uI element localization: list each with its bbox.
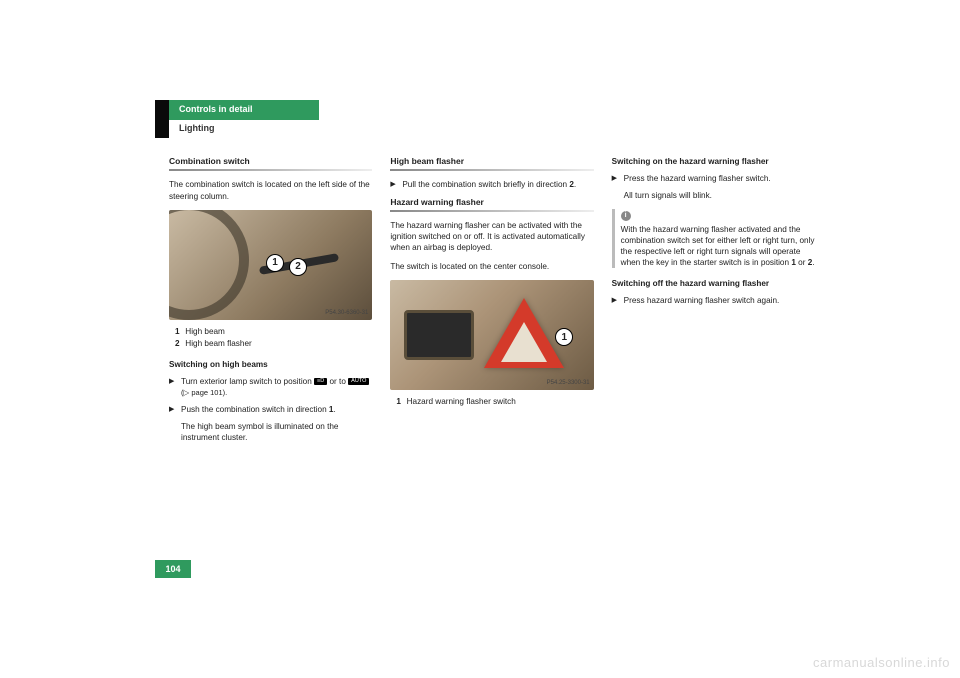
step-text-part: Pull the combination switch briefly in d… [402, 180, 569, 189]
step-text: Push the combination switch in direction… [181, 404, 372, 415]
result-note: All turn signals will blink. [612, 190, 815, 201]
combination-switch-figure: 1 2 P54.30-6360-31 [169, 210, 372, 320]
triangle-bullet-icon: ▶ [612, 173, 624, 184]
figure-captions: 1 Hazard warning flasher switch [390, 396, 593, 407]
page-reference: (▷ page 101). [181, 388, 227, 397]
step-text: Pull the combination switch briefly in d… [402, 179, 593, 190]
section-heading: High beam flasher [390, 156, 593, 167]
caption-text: High beam flasher [185, 339, 251, 348]
step-text-part: Push the combination switch in direction [181, 405, 329, 414]
caption-row: 1 High beam [175, 326, 372, 337]
info-text-part: . [812, 258, 814, 267]
result-note: The high beam symbol is illuminated on t… [169, 421, 372, 443]
step-item: ▶ Push the combination switch in directi… [169, 404, 372, 415]
step-text: Press the hazard warning flasher switch. [624, 173, 815, 184]
step-item: ▶ Pull the combination switch briefly in… [390, 179, 593, 190]
info-text: With the hazard warning flasher activate… [621, 224, 815, 268]
figure-callout-1: 1 [555, 328, 573, 346]
subheading: Switching on the hazard warning flasher [612, 156, 815, 167]
headlamp-icon: ≡D [314, 378, 327, 386]
manual-page: Controls in detail Lighting Combination … [155, 100, 815, 451]
steering-wheel-graphic [169, 210, 249, 320]
column-1: Combination switch The combination switc… [169, 156, 372, 451]
figure-callout-2: 2 [289, 258, 307, 276]
hazard-triangle-inner [501, 322, 547, 362]
header-tab-row: Controls in detail [155, 100, 815, 120]
header-marker [155, 100, 169, 120]
content-columns: Combination switch The combination switc… [155, 156, 815, 451]
triangle-bullet-icon: ▶ [169, 376, 181, 398]
step-item: ▶ Press the hazard warning flasher switc… [612, 173, 815, 184]
figure-ref: P54.30-6360-31 [325, 309, 368, 317]
body-text: The hazard warning flasher can be activa… [390, 220, 593, 253]
step-text-part: Turn exterior lamp switch to position [181, 377, 314, 386]
section-heading: Combination switch [169, 156, 372, 167]
figure-ref: P54.25-3300-31 [547, 379, 590, 387]
step-text-part: . [574, 180, 576, 189]
step-text: Turn exterior lamp switch to position ≡D… [181, 376, 372, 398]
step-item: ▶ Press hazard warning flasher switch ag… [612, 295, 815, 306]
caption-num: 2 [175, 338, 183, 349]
info-icon: i [621, 211, 631, 221]
subheading: Switching on high beams [169, 359, 372, 370]
column-3: Switching on the hazard warning flasher … [612, 156, 815, 451]
caption-num: 1 [175, 326, 183, 337]
heading-rule [390, 169, 593, 171]
caption-num: 1 [396, 396, 404, 407]
caption-text: Hazard warning flasher switch [407, 397, 516, 406]
column-2: High beam flasher ▶ Pull the combination… [390, 156, 593, 451]
page-number: 104 [155, 560, 191, 578]
section-heading: Hazard warning flasher [390, 197, 593, 208]
info-text-part: With the hazard warning flasher activate… [621, 225, 815, 267]
info-note: i With the hazard warning flasher activa… [612, 209, 815, 268]
body-text: The switch is located on the center cons… [390, 261, 593, 272]
heading-rule [390, 210, 593, 212]
caption-text: High beam [185, 327, 225, 336]
heading-rule [169, 169, 372, 171]
info-text-part: or [796, 258, 808, 267]
subtitle-row: Lighting [155, 120, 815, 138]
console-graphic [404, 310, 474, 360]
chapter-title: Controls in detail [169, 100, 319, 120]
step-item: ▶ Turn exterior lamp switch to position … [169, 376, 372, 398]
auto-icon: AUTO [348, 378, 369, 386]
triangle-bullet-icon: ▶ [169, 404, 181, 415]
hazard-flasher-figure: 1 P54.25-3300-31 [390, 280, 593, 390]
step-text: Press hazard warning flasher switch agai… [624, 295, 815, 306]
figure-captions: 1 High beam 2 High beam flasher [169, 326, 372, 349]
triangle-bullet-icon: ▶ [390, 179, 402, 190]
watermark: carmanualsonline.info [813, 655, 950, 670]
intro-text: The combination switch is located on the… [169, 179, 372, 201]
caption-row: 2 High beam flasher [175, 338, 372, 349]
section-title: Lighting [169, 120, 225, 138]
subheading: Switching off the hazard warning flasher [612, 278, 815, 289]
triangle-bullet-icon: ▶ [612, 295, 624, 306]
subtitle-marker [155, 120, 169, 138]
step-text-part: . [333, 405, 335, 414]
figure-callout-1: 1 [266, 254, 284, 272]
step-text-part: or to [330, 377, 349, 386]
caption-row: 1 Hazard warning flasher switch [396, 396, 593, 407]
